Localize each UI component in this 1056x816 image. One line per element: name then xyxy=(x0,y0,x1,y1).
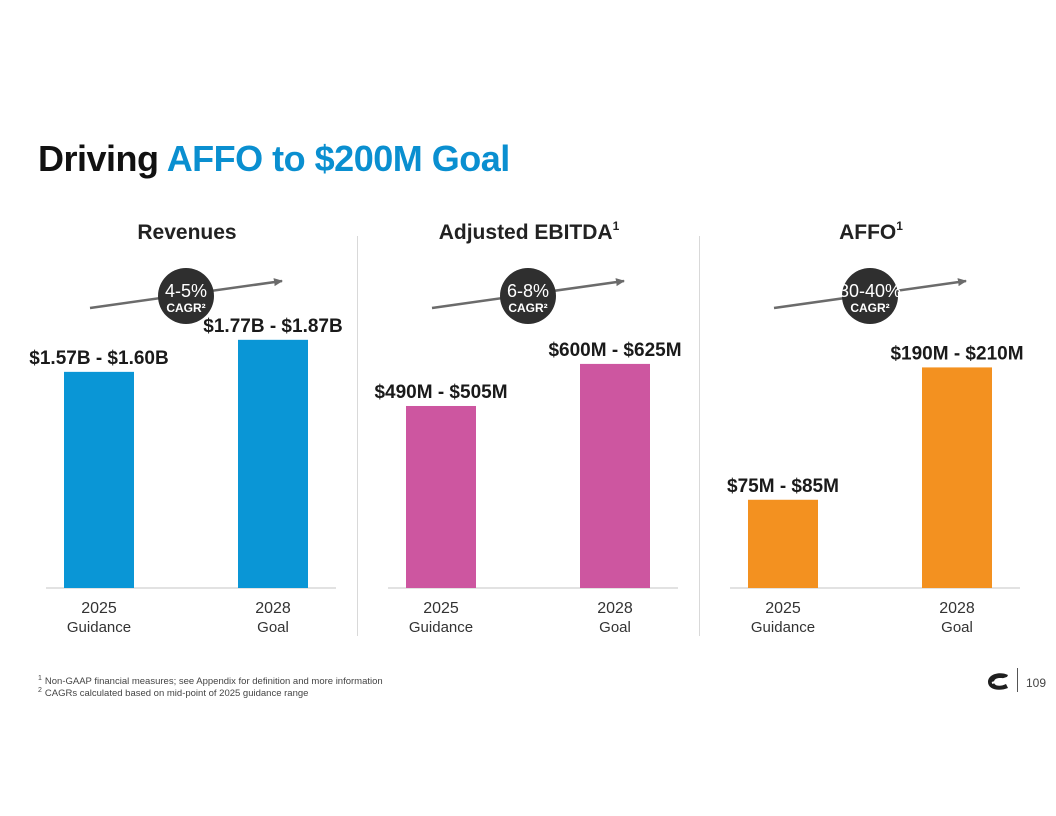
x-tick-sublabel: Goal xyxy=(599,619,631,636)
footnote-2: 2 CAGRs calculated based on mid-point of … xyxy=(38,687,309,699)
cagr-label: CAGR² xyxy=(166,301,205,315)
chart-title: Adjusted EBITDA1 xyxy=(358,219,700,245)
page-title: Driving AFFO to $200M Goal xyxy=(38,138,510,180)
x-tick-sublabel: Guidance xyxy=(67,619,131,636)
chart-title-text: Adjusted EBITDA xyxy=(438,221,613,244)
cagr-rate: 6-8% xyxy=(507,281,549,301)
x-tick-label: 2025 xyxy=(423,600,459,617)
bar-2028 xyxy=(580,363,650,588)
panel-divider xyxy=(357,236,358,636)
chart-plot: 6-8%CAGR² $490M - $505M 2025 Guidance $600M … xyxy=(374,268,682,636)
footnote-number: 2 xyxy=(38,687,42,694)
cagr-rate: 4-5% xyxy=(165,281,207,301)
chart-title-text: Revenues xyxy=(137,221,237,244)
footnote-1: 1 Non-GAAP financial measures; see Append… xyxy=(38,675,383,687)
footnote-number: 1 xyxy=(38,675,42,682)
data-label: $190M - $210M xyxy=(890,343,1023,364)
panel-divider xyxy=(699,236,700,636)
cagr-label: CAGR² xyxy=(850,301,889,315)
data-label: $1.77B - $1.87B xyxy=(203,316,342,337)
chart-title-footnote: 1 xyxy=(612,219,620,233)
adjusted-ebitda-chart: Adjusted EBITDA1 6-8% CAGR² $490M - $505M 2… xyxy=(358,215,700,645)
footnote-text: Non-GAAP financial measures; see Appendi… xyxy=(44,676,383,687)
bar-2028 xyxy=(238,339,308,588)
x-tick-sublabel: Guidance xyxy=(751,619,815,636)
x-tick-label: 2025 xyxy=(81,600,117,617)
x-tick-label: 2028 xyxy=(597,600,633,617)
cagr-label: CAGR² xyxy=(508,301,547,315)
chart-title: Revenues xyxy=(16,221,358,245)
x-tick-label: 2028 xyxy=(939,600,975,617)
cagr-rate: 30-40% xyxy=(839,281,901,301)
chart-title-text: AFFO xyxy=(839,221,897,244)
data-label: $1.57B - $1.60B xyxy=(29,348,168,369)
bar-2025 xyxy=(406,405,476,588)
bar-2025 xyxy=(748,499,818,588)
title-prefix: Driving xyxy=(38,138,159,179)
x-tick-label: 2025 xyxy=(765,600,801,617)
affo-chart: AFFO1 30-40% CAGR² $75M - $85M 2025 Guidance… xyxy=(700,215,1042,645)
data-label: $75M - $85M xyxy=(727,476,839,497)
cagr-badge xyxy=(842,268,898,324)
bar-2028 xyxy=(922,367,992,588)
revenues-chart: Revenues 4-5% CAGR² $1.57B - $1.60B 2025 Gui… xyxy=(16,215,358,645)
chart-plot: 4-5%CAGR² $1.57B - $1.60B 2025 Guidance $1.7… xyxy=(29,268,343,636)
footnote-text: CAGRs calculated based on mid-point of 2… xyxy=(44,688,309,699)
x-tick-sublabel: Goal xyxy=(257,619,289,636)
x-tick-sublabel: Goal xyxy=(941,619,973,636)
logo-separator xyxy=(1017,668,1018,692)
cagr-badge xyxy=(500,268,556,324)
page-number: 109 xyxy=(1026,676,1047,690)
data-label: $600M - $625M xyxy=(548,340,681,361)
chart-title: AFFO1 xyxy=(700,219,1042,245)
title-accent: AFFO to $200M Goal xyxy=(166,138,511,179)
x-tick-sublabel: Guidance xyxy=(409,619,473,636)
x-tick-label: 2028 xyxy=(255,600,291,617)
chart-plot: 30-40%CAGR² $75M - $85M 2025 Guidance $190M … xyxy=(727,268,1024,636)
bar-2025 xyxy=(64,371,134,588)
data-label: $490M - $505M xyxy=(374,382,507,403)
company-logo-icon xyxy=(988,673,1011,690)
cagr-badge xyxy=(158,268,214,324)
chart-title-footnote: 1 xyxy=(896,219,903,233)
